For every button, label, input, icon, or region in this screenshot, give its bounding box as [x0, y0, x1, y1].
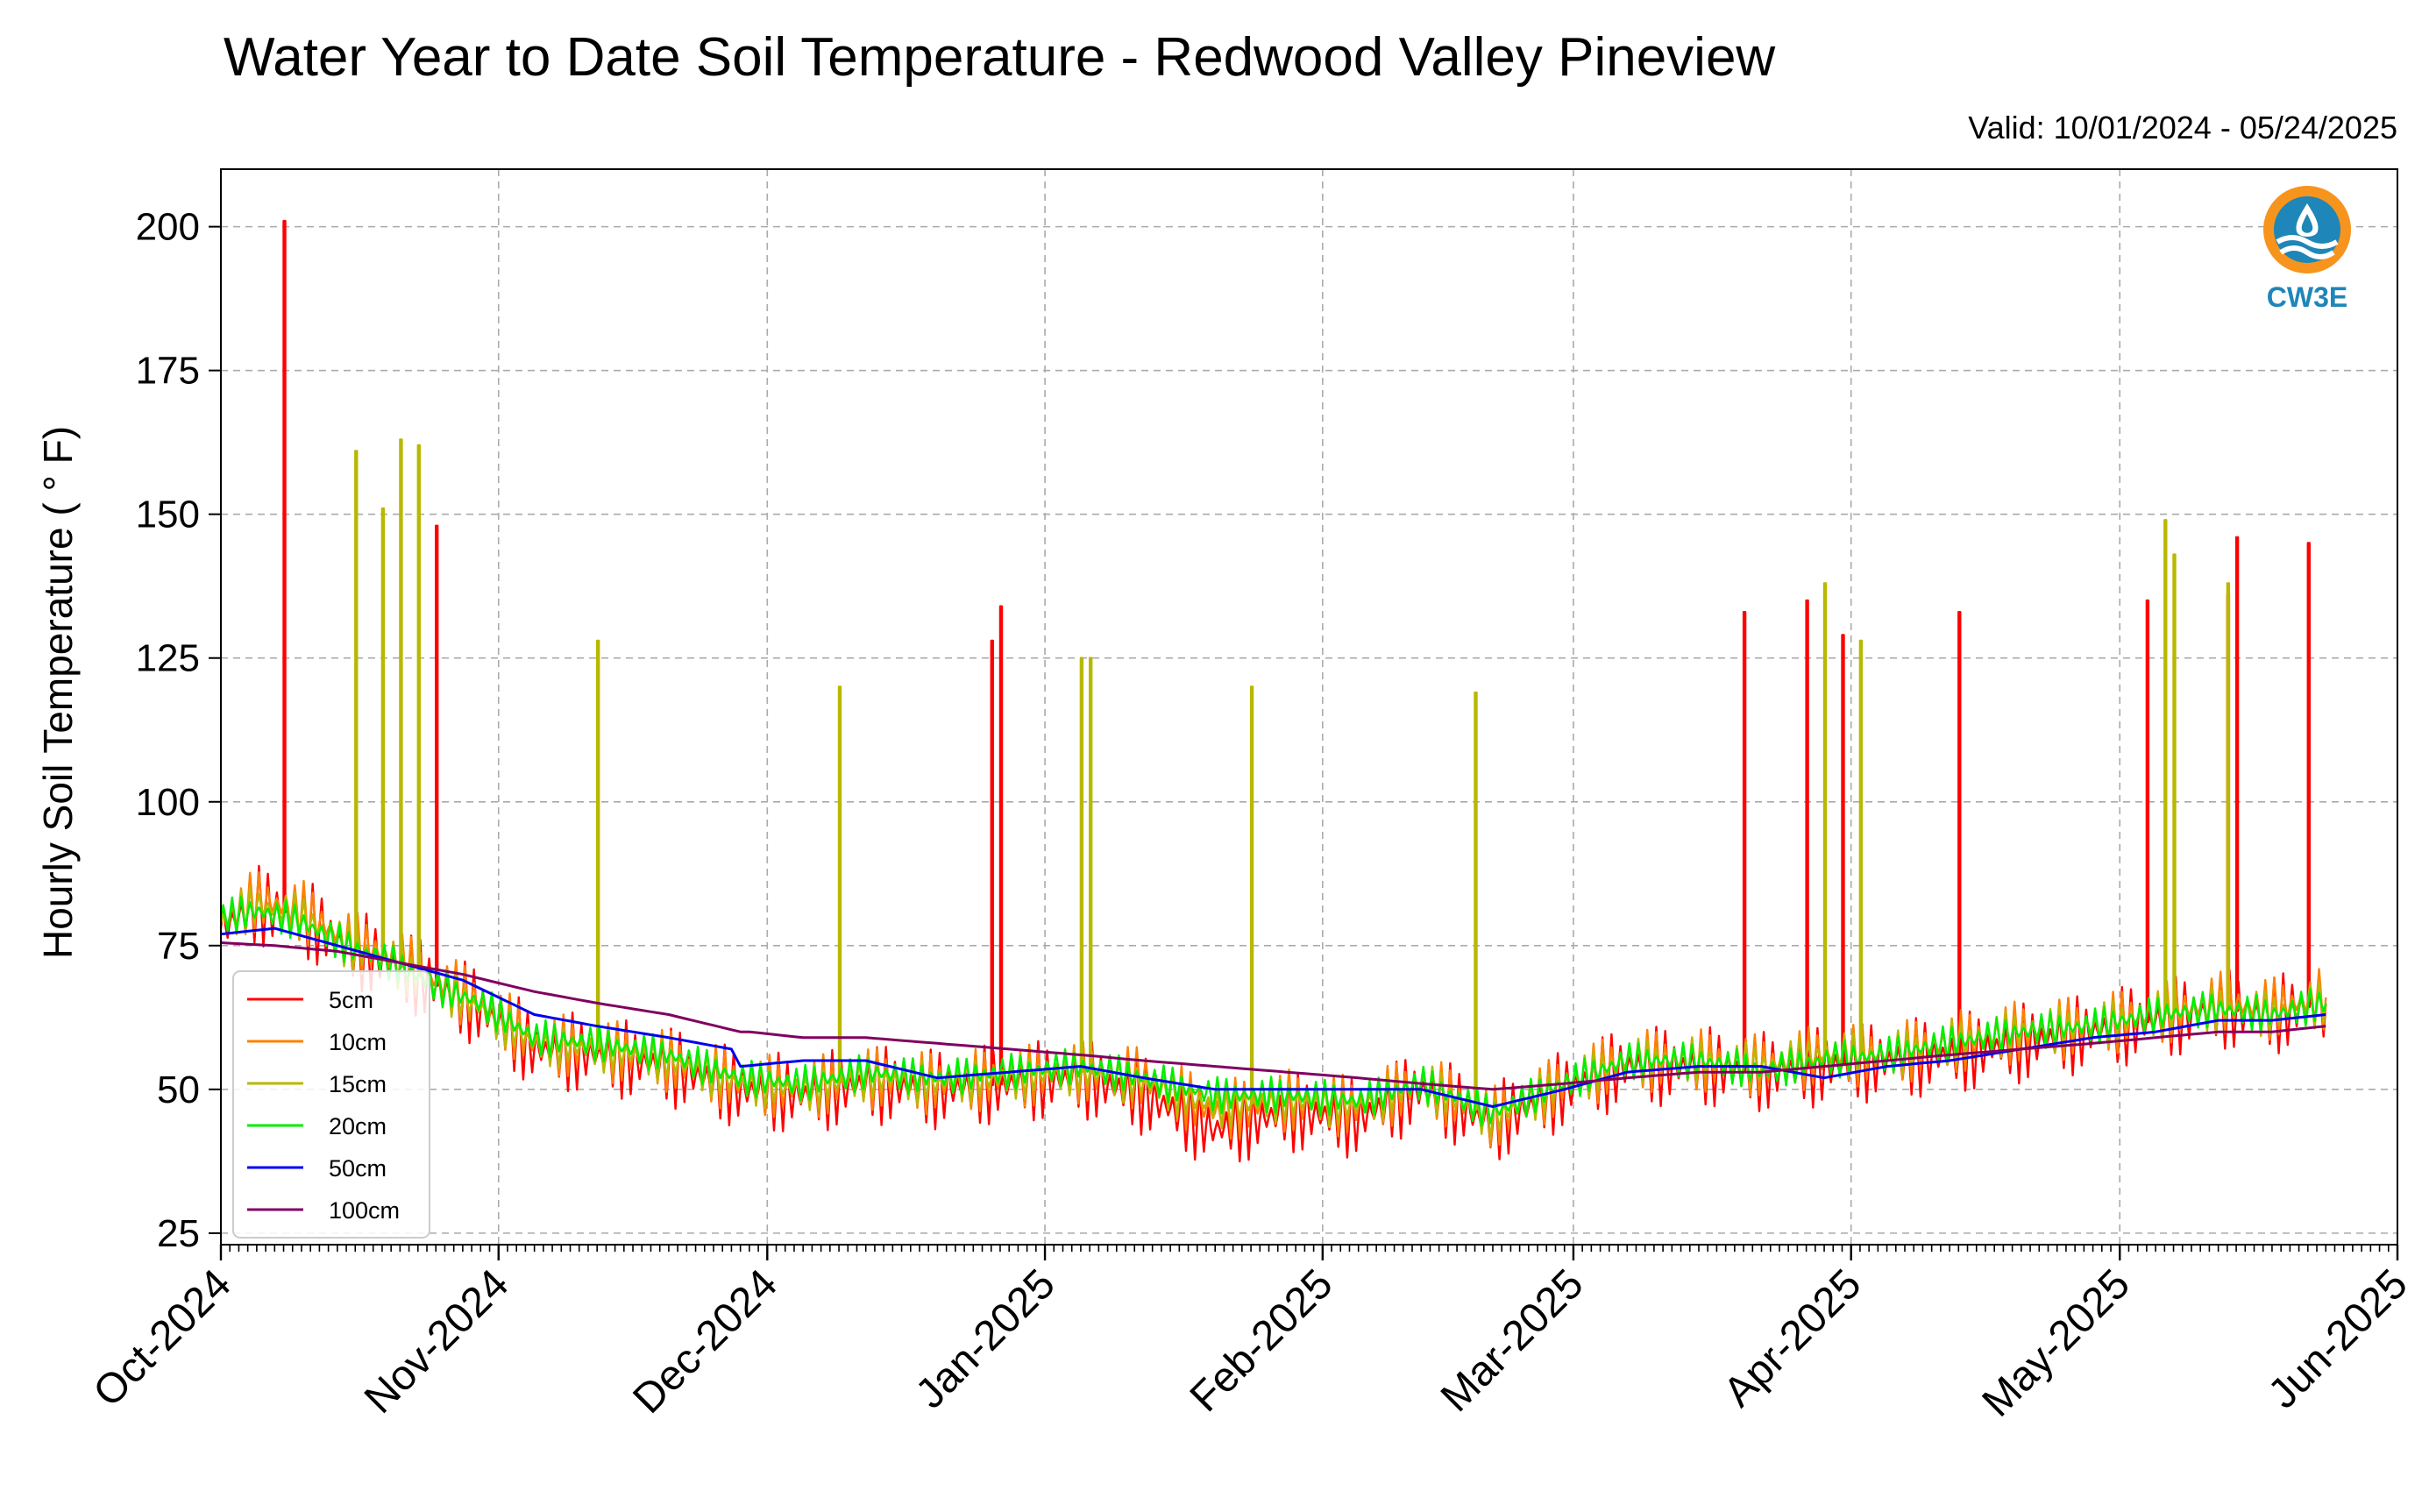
series-line-100cm [220, 941, 2326, 1091]
x-tick-label: Oct-2024 [85, 1260, 240, 1416]
y-tick-label: 200 [136, 206, 200, 249]
y-tick-label: 100 [136, 781, 200, 824]
series-line-5cm [219, 219, 2327, 1163]
y-tick-label: 25 [157, 1212, 200, 1255]
y-tick-label: 175 [136, 350, 200, 393]
legend: 5cm 10cm 15cm 20cm 50cm 100cm [232, 970, 430, 1239]
legend-label-5cm: 5cm [329, 987, 373, 1013]
plot-frame [220, 168, 2398, 1246]
y-tick-label: 50 [157, 1068, 200, 1111]
legend-label-50cm: 50cm [329, 1155, 387, 1182]
gridlines [220, 169, 2398, 1245]
x-tick-label: Apr-2025 [1715, 1260, 1870, 1416]
x-tick-label: Mar-2025 [1432, 1260, 1593, 1421]
legend-label-100cm: 100cm [329, 1197, 400, 1224]
legend-label-20cm: 20cm [329, 1113, 387, 1139]
series-line-20cm [219, 895, 2327, 1127]
chart-title: Water Year to Date Soil Temperature - Re… [224, 27, 1775, 88]
y-tick-label: 150 [136, 493, 200, 536]
series-line-50cm [220, 926, 2326, 1108]
plot-area [219, 219, 2327, 1163]
x-tick-label: Jan-2025 [907, 1260, 1064, 1417]
x-tick-label: Dec-2024 [624, 1260, 786, 1423]
x-tick-label: May-2025 [1974, 1260, 2139, 1425]
x-tick-label: Feb-2025 [1182, 1260, 1342, 1421]
chart-valid-range: Valid: 10/01/2024 - 05/24/2025 [1968, 110, 2397, 146]
y-axis-label: Hourly Soil Temperature ( ° F) [35, 426, 81, 959]
x-axis: Oct-2024 Nov-2024 Dec-2024 Jan-2025 Feb-2025… [85, 1245, 2417, 1426]
logo-text: CW3E [2267, 281, 2347, 313]
cw3e-logo: CW3E [2263, 186, 2351, 313]
y-tick-label: 125 [136, 637, 200, 680]
legend-label-10cm: 10cm [329, 1029, 387, 1055]
legend-label-15cm: 15cm [329, 1071, 387, 1097]
y-tick-label: 75 [157, 925, 200, 968]
y-axis: 25 50 75 100 125 150 175 200 [136, 206, 221, 1255]
x-tick-label: Jun-2025 [2260, 1260, 2417, 1417]
legend-box [232, 970, 430, 1239]
x-tick-label: Nov-2024 [356, 1260, 518, 1423]
